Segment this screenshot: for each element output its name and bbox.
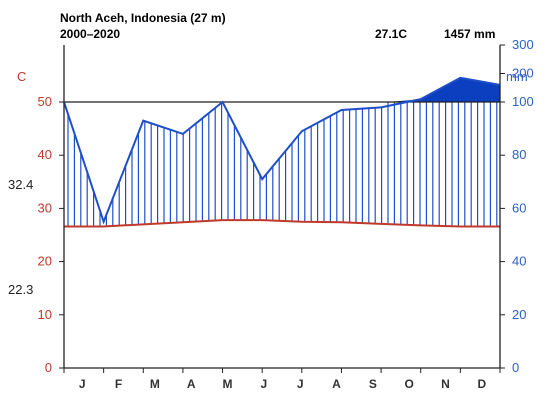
precipitation-line	[63, 76, 501, 225]
right-tick-label: 0	[512, 360, 519, 375]
left-tick-label: 30	[38, 200, 52, 215]
right-tick-label: 100	[512, 94, 534, 109]
month-label: N	[441, 377, 450, 391]
left-tick-label: 40	[38, 147, 52, 162]
left-tick-label: 0	[45, 360, 52, 375]
month-label: A	[187, 377, 196, 391]
right-tick-label: 80	[512, 147, 526, 162]
month-label: J	[297, 377, 304, 391]
location-title: North Aceh, Indonesia (27 m)	[60, 11, 226, 25]
right-tick-label: 40	[512, 254, 526, 269]
month-label: M	[150, 377, 160, 391]
month-label: J	[260, 377, 267, 391]
right-tick-label: 20	[512, 307, 526, 322]
month-label: O	[404, 377, 413, 391]
left-axis-unit: C	[17, 69, 27, 84]
mean-temperature: 27.1C	[375, 27, 408, 41]
right-tick-label: 300	[512, 37, 534, 52]
month-label: S	[369, 377, 377, 391]
left-tick-label: 50	[38, 94, 52, 109]
period-subtitle: 2000–2020	[60, 27, 121, 41]
right-tick-label: 200	[512, 66, 534, 81]
right-axis-unit: mm	[506, 69, 528, 84]
left-tick-label: 20	[38, 254, 52, 269]
month-label: D	[477, 377, 486, 391]
temperature-line	[64, 219, 500, 228]
month-label: A	[332, 377, 341, 391]
annual-precipitation: 1457 mm	[444, 27, 496, 41]
month-label: M	[223, 377, 233, 391]
left-tick-label: 10	[38, 307, 52, 322]
min-temperature-label: 22.3	[8, 282, 34, 297]
humid-season-area	[64, 77, 500, 102]
month-label: F	[115, 377, 122, 391]
right-tick-label: 60	[512, 200, 526, 215]
max-temperature-label: 32.4	[8, 177, 34, 192]
month-label: J	[79, 377, 86, 391]
